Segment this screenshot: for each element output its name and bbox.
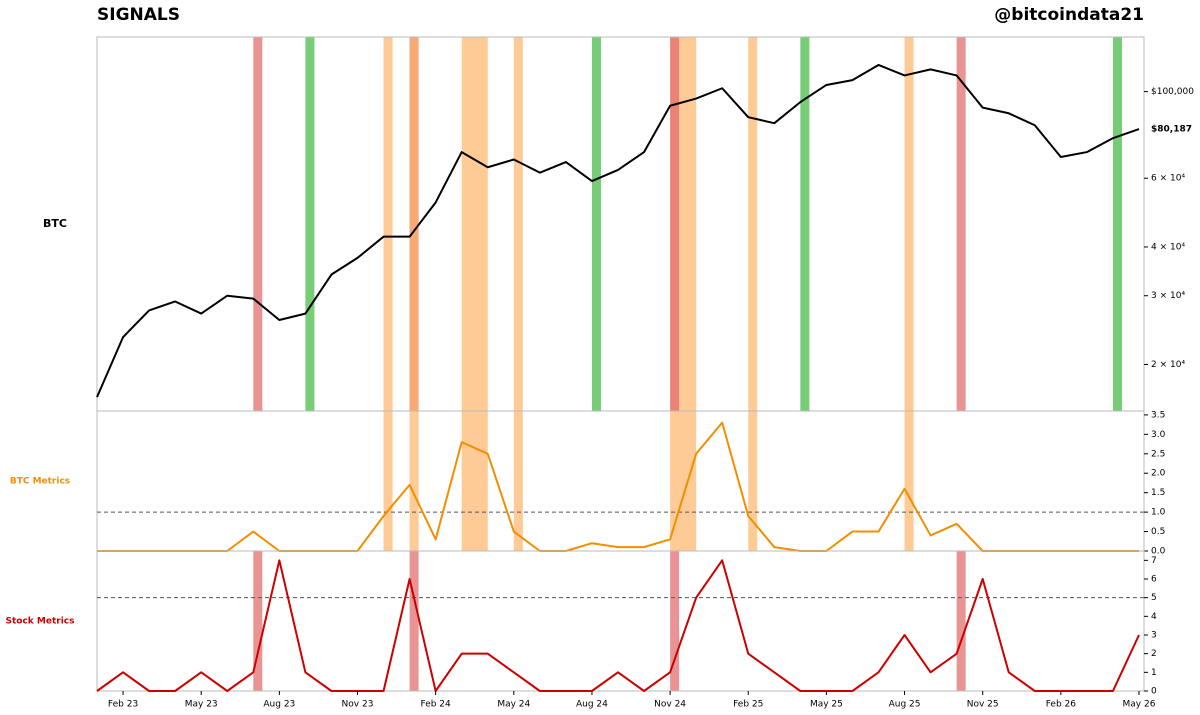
y-tick-label: 7 (1151, 556, 1157, 566)
signal-band (748, 37, 758, 411)
series-line (96, 63, 1140, 398)
x-tick-label: Feb 26 (1046, 700, 1077, 710)
x-tick-label: Aug 23 (263, 700, 295, 710)
y-tick-label: 3.0 (1151, 430, 1166, 440)
x-tick-label: Feb 23 (108, 700, 138, 710)
signal-band (591, 37, 601, 411)
signal-band (904, 411, 914, 551)
y-tick-label: 5 (1151, 593, 1157, 603)
x-tick-label: Feb 25 (733, 700, 763, 710)
signal-band (513, 37, 523, 411)
y-tick-label: 6 × 10⁴ (1151, 174, 1185, 184)
signal-band (409, 551, 419, 691)
source: @bitcoindata21 (994, 5, 1144, 25)
signal-band (1112, 37, 1122, 411)
y-tick-label: 2.0 (1151, 469, 1166, 479)
x-tick-label: Nov 23 (342, 700, 374, 710)
x-tick-label: Nov 24 (654, 700, 686, 710)
y-tick-label: 6 (1151, 575, 1157, 585)
signal-band (513, 411, 523, 551)
y-tick-label: 2.5 (1151, 449, 1165, 459)
y-tick-label: 3 (1151, 631, 1157, 641)
signal-band (461, 411, 488, 551)
y-tick-label: 4 × 10⁴ (1151, 242, 1185, 252)
signal-band (409, 37, 419, 411)
signal-band (305, 37, 315, 411)
x-tick-label: May 26 (1123, 700, 1156, 710)
y-tick-label: 3 × 10⁴ (1151, 291, 1185, 301)
y-tick-label: 1 (1151, 668, 1157, 678)
signal-band (670, 37, 680, 411)
signal-band (956, 37, 966, 411)
x-tick-label: May 25 (810, 700, 843, 710)
y-tick-label: 3.5 (1151, 410, 1165, 420)
x-tick-label: Aug 24 (576, 700, 608, 710)
signal-band (670, 411, 697, 551)
y-tick-label: 4 (1151, 612, 1157, 622)
y-tick-label: 0 (1151, 687, 1157, 697)
panel-label: Stock Metrics (6, 617, 75, 627)
y-tick-label: 2 × 10⁴ (1151, 360, 1185, 370)
panel-label: BTC Metrics (10, 477, 70, 487)
signal-band (800, 37, 810, 411)
signal-band (253, 551, 263, 691)
y-tick-label: 2 (1151, 649, 1157, 659)
signal-band (748, 411, 758, 551)
signal-band (461, 37, 488, 411)
series-line (97, 421, 1139, 552)
signal-band (253, 37, 263, 411)
panel-frame (96, 410, 1145, 552)
y-tick-label: $100,000 (1151, 87, 1194, 97)
signal-band (956, 551, 966, 691)
x-tick-label: May 24 (497, 700, 530, 710)
signal-band (904, 37, 914, 411)
panel-frame (96, 550, 1145, 692)
signal-band (409, 411, 419, 551)
y-tick-label: 1.0 (1151, 508, 1166, 518)
x-tick-label: May 23 (185, 700, 218, 710)
y-tick-label: 0.0 (1151, 547, 1166, 557)
signal-band (383, 411, 393, 551)
x-tick-label: Feb 24 (421, 700, 452, 710)
x-tick-label: Nov 25 (967, 700, 999, 710)
chart-title: SIGNALS (97, 5, 180, 25)
x-tick-label: Aug 25 (889, 700, 921, 710)
price-label: $80,187 (1151, 125, 1192, 135)
y-tick-label: 0.5 (1151, 527, 1165, 537)
signal-band (383, 37, 393, 411)
series-line (96, 559, 1140, 692)
signal-band (670, 551, 680, 691)
y-tick-label: 1.5 (1151, 488, 1165, 498)
panel-label: BTC (43, 217, 67, 230)
